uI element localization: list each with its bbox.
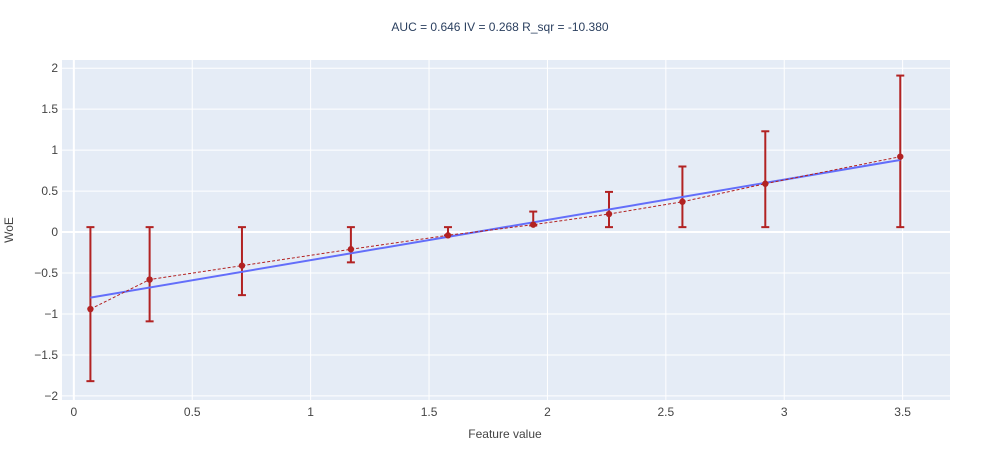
woe-point [146,276,153,283]
y-tick-label: 1.5 [41,102,58,116]
x-tick-label: 2 [544,405,551,419]
woe-point [605,210,613,218]
woe-point [444,232,452,239]
chart-title: AUC = 0.646 IV = 0.268 R_sqr = -10.380 [391,20,608,34]
x-axis-ticks: 0 0.5 1 1.5 2 2.5 3 3.5 [70,405,911,419]
woe-point [762,180,769,187]
y-tick-label: −0.5 [34,266,58,280]
data-points [87,153,904,313]
y-axis-title: WoE [2,217,16,243]
x-tick-label: 0.5 [184,405,201,419]
woe-point [87,305,94,313]
y-axis-ticks: −2 −1.5 −1 −0.5 0 0.5 1 1.5 2 [34,61,58,403]
x-tick-label: 2.5 [657,405,674,419]
woe-point [530,221,537,228]
y-tick-label: 0.5 [41,184,58,198]
error-bars [86,74,905,383]
y-tick-label: 1 [51,143,58,157]
woe-dashed-line [90,156,901,310]
y-tick-label: −1.5 [34,348,58,362]
woe-point [679,198,686,205]
x-tick-label: 1 [307,405,314,419]
woe-point [897,153,904,160]
grid [62,60,950,400]
y-tick-label: −2 [44,389,58,403]
x-tick-label: 3.5 [894,405,911,419]
woe-point [238,262,246,269]
y-tick-label: 0 [51,225,58,239]
x-axis-title: Feature value [468,427,542,441]
x-tick-label: 1.5 [421,405,438,419]
y-tick-label: −1 [44,307,58,321]
woe-point [347,246,355,253]
y-tick-label: 2 [51,61,58,75]
plot-background [62,60,950,400]
x-tick-label: 3 [781,405,788,419]
x-tick-label: 0 [70,405,77,419]
